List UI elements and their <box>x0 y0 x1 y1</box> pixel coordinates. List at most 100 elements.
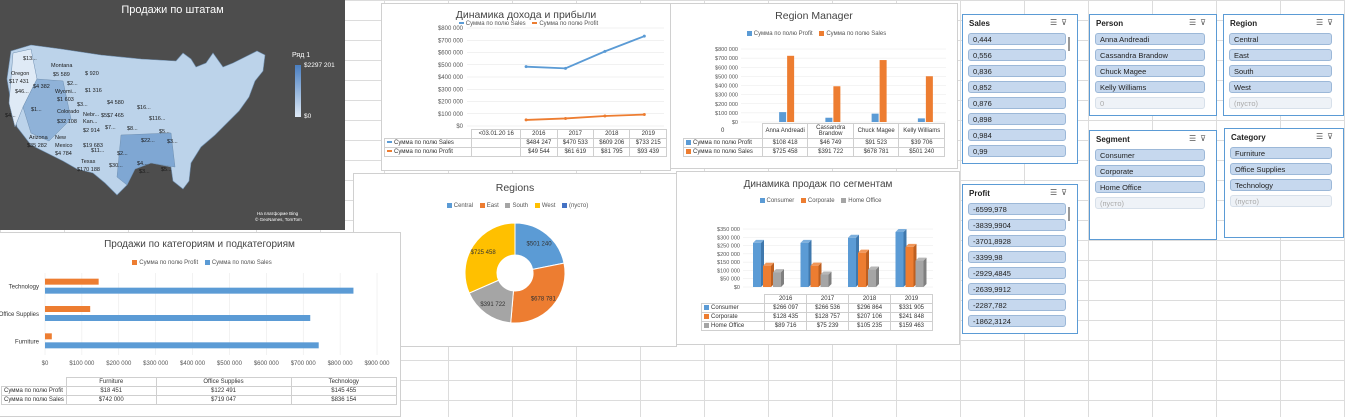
slicer-item[interactable]: Corporate <box>1095 165 1205 177</box>
bar-top <box>810 262 822 266</box>
bar <box>871 113 879 122</box>
multiselect-icon[interactable]: ☰ <box>1188 18 1201 27</box>
slicer-item[interactable]: -2639,9912 <box>968 283 1066 295</box>
bar <box>45 333 52 340</box>
table-header: Anna Andreadi <box>761 123 809 139</box>
slicer-item[interactable]: 0,898 <box>968 113 1066 125</box>
data-point <box>603 114 607 118</box>
multiselect-icon[interactable]: ☰ <box>1315 18 1328 27</box>
map-state-label: Nebr... <box>83 112 100 118</box>
clear-filter-icon[interactable]: ⊽ <box>1327 132 1337 141</box>
map-state-label: $2... <box>67 81 78 87</box>
slicer-item[interactable]: Cassandra Brandow <box>1095 49 1205 61</box>
legend-item: Сумма по полю Profit <box>753 31 813 38</box>
slicer-item[interactable]: -3701,8928 <box>968 235 1066 247</box>
clear-filter-icon[interactable]: ⊽ <box>1200 134 1210 143</box>
y-tick-label: $0 <box>456 124 463 130</box>
slicer-item[interactable]: -3399,98 <box>968 251 1066 263</box>
cell: $89 716 <box>764 321 808 332</box>
clear-filter-icon[interactable]: ⊽ <box>1061 188 1071 197</box>
slicer-item[interactable]: Technology <box>1230 179 1332 191</box>
slicer-item-empty[interactable]: 0 <box>1095 97 1205 109</box>
slicer-profit[interactable]: Profit ☰⊽ -6599,978 -3839,9904 -3701,8928 -… <box>962 184 1078 334</box>
data-point <box>524 118 528 122</box>
slicer-region[interactable]: Region ☰⊽ Central East South West (пусто) <box>1223 14 1344 116</box>
income-profit-chart[interactable]: Динамика дохода и прибыли Сумма по полю … <box>381 3 671 171</box>
clear-filter-icon[interactable]: ⊽ <box>1200 18 1210 27</box>
multiselect-icon[interactable]: ☰ <box>1049 188 1062 197</box>
y-tick-label: $200 000 <box>717 252 740 258</box>
slicer-item[interactable]: East <box>1229 49 1332 61</box>
slicer-item[interactable]: -2929,4845 <box>968 267 1066 279</box>
segments-chart[interactable]: Динамика продаж по сегментам Consumer Co… <box>676 171 960 345</box>
slicer-item[interactable]: 0,876 <box>968 97 1066 109</box>
multiselect-icon[interactable]: ☰ <box>1315 132 1328 141</box>
slicer-item[interactable]: Home Office <box>1095 181 1205 193</box>
slicer-item[interactable]: 0,99 <box>968 145 1066 157</box>
slicer-title: Sales <box>969 19 990 28</box>
cell <box>471 147 522 157</box>
y-tick-label: $400 000 <box>438 75 464 81</box>
slicer-item[interactable]: -2287,782 <box>968 299 1066 311</box>
slicer-item[interactable]: -6599,978 <box>968 203 1066 215</box>
slicer-item[interactable]: -1862,3124 <box>968 315 1066 327</box>
slicer-person[interactable]: Person ☰⊽ Anna Andreadi Cassandra Brandow… <box>1089 14 1217 116</box>
segments-table: 2016 2017 2018 2019 Consumer $266 097 $266 53… <box>700 294 933 332</box>
clear-filter-icon[interactable]: ⊽ <box>1327 18 1337 27</box>
slicer-item[interactable]: Furniture <box>1230 147 1332 159</box>
regions-donut-chart[interactable]: Regions Central East South West (пусто) … <box>353 173 677 347</box>
slicer-item[interactable]: West <box>1229 81 1332 93</box>
slicer-segment[interactable]: Segment ☰⊽ Consumer Corporate Home Office (… <box>1089 130 1217 240</box>
multiselect-icon[interactable]: ☰ <box>1188 134 1201 143</box>
map-state-label: Kan... <box>83 119 98 125</box>
slicer-item[interactable]: Central <box>1229 33 1332 45</box>
legend-item: East <box>486 203 499 210</box>
scrollbar[interactable] <box>1068 37 1070 51</box>
table-header: 2018 <box>848 294 891 304</box>
map-state-label: $46... <box>15 89 29 95</box>
table-header: Technology <box>290 377 397 387</box>
map-state-label: $8... <box>127 126 138 132</box>
legend-item: Сумма по полю Profit <box>539 21 599 27</box>
slicer-item[interactable]: Chuck Magee <box>1095 65 1205 77</box>
slicer-item[interactable]: -3839,9904 <box>968 219 1066 231</box>
slicer-item-empty[interactable]: (пусто) <box>1229 97 1332 109</box>
y-tick-label: $500 000 <box>715 74 738 80</box>
slicer-sales[interactable]: Sales ☰⊽ 0,444 0,556 0,836 0,852 0,876 0,898 0… <box>962 14 1078 164</box>
cell: $241 848 <box>890 312 933 323</box>
scrollbar[interactable] <box>1068 207 1070 221</box>
bar-top <box>858 249 869 253</box>
cell: $46 749 <box>807 137 854 149</box>
slicer-category[interactable]: Category ☰⊽ Furniture Office Supplies Tech… <box>1224 128 1344 238</box>
region-manager-table: 0 Anna Andreadi Cassandra Brandow Chuck Mag… <box>683 123 945 158</box>
slicer-item[interactable]: 0,984 <box>968 129 1066 141</box>
slicer-item[interactable]: 0,556 <box>968 49 1066 61</box>
y-tick-label: $50 000 <box>720 277 740 283</box>
slicer-item-empty[interactable]: (пусто) <box>1230 195 1332 207</box>
cell: $484 247 <box>520 138 558 148</box>
slicer-item[interactable]: 0,444 <box>968 33 1066 45</box>
slicer-item[interactable]: Anna Andreadi <box>1095 33 1205 45</box>
slicer-item[interactable]: Kelly Williams <box>1095 81 1205 93</box>
cell: $75 239 <box>806 321 850 332</box>
bar-side <box>828 271 832 287</box>
slicer-item[interactable]: Consumer <box>1095 149 1205 161</box>
map-state-label: $4 382 <box>33 84 50 90</box>
categories-chart[interactable]: Продажи по категориям и подкатегориям Су… <box>0 232 401 417</box>
multiselect-icon[interactable]: ☰ <box>1049 18 1062 27</box>
map-credit-bing: На платформе Bing <box>257 211 299 216</box>
map-chart[interactable]: Продажи по штатам $13... Montana $5 589 $ 9… <box>0 0 345 230</box>
clear-filter-icon[interactable]: ⊽ <box>1061 18 1071 27</box>
region-manager-chart[interactable]: Region Manager Сумма по полю Profit Сумм… <box>670 3 958 169</box>
map-state-label: $3... <box>167 139 178 145</box>
slicer-title: Segment <box>1096 135 1130 144</box>
slicer-item[interactable]: 0,836 <box>968 65 1066 77</box>
slicer-item-empty[interactable]: (пусто) <box>1095 197 1205 209</box>
legend-item: West <box>541 203 556 210</box>
slicer-item[interactable]: 0,852 <box>968 81 1066 93</box>
slicer-item[interactable]: Office Supplies <box>1230 163 1332 175</box>
slicer-item[interactable]: South <box>1229 65 1332 77</box>
slice-label: $391 722 <box>480 302 506 308</box>
bar-top <box>753 239 764 243</box>
slice-label: $725 458 <box>471 250 497 256</box>
